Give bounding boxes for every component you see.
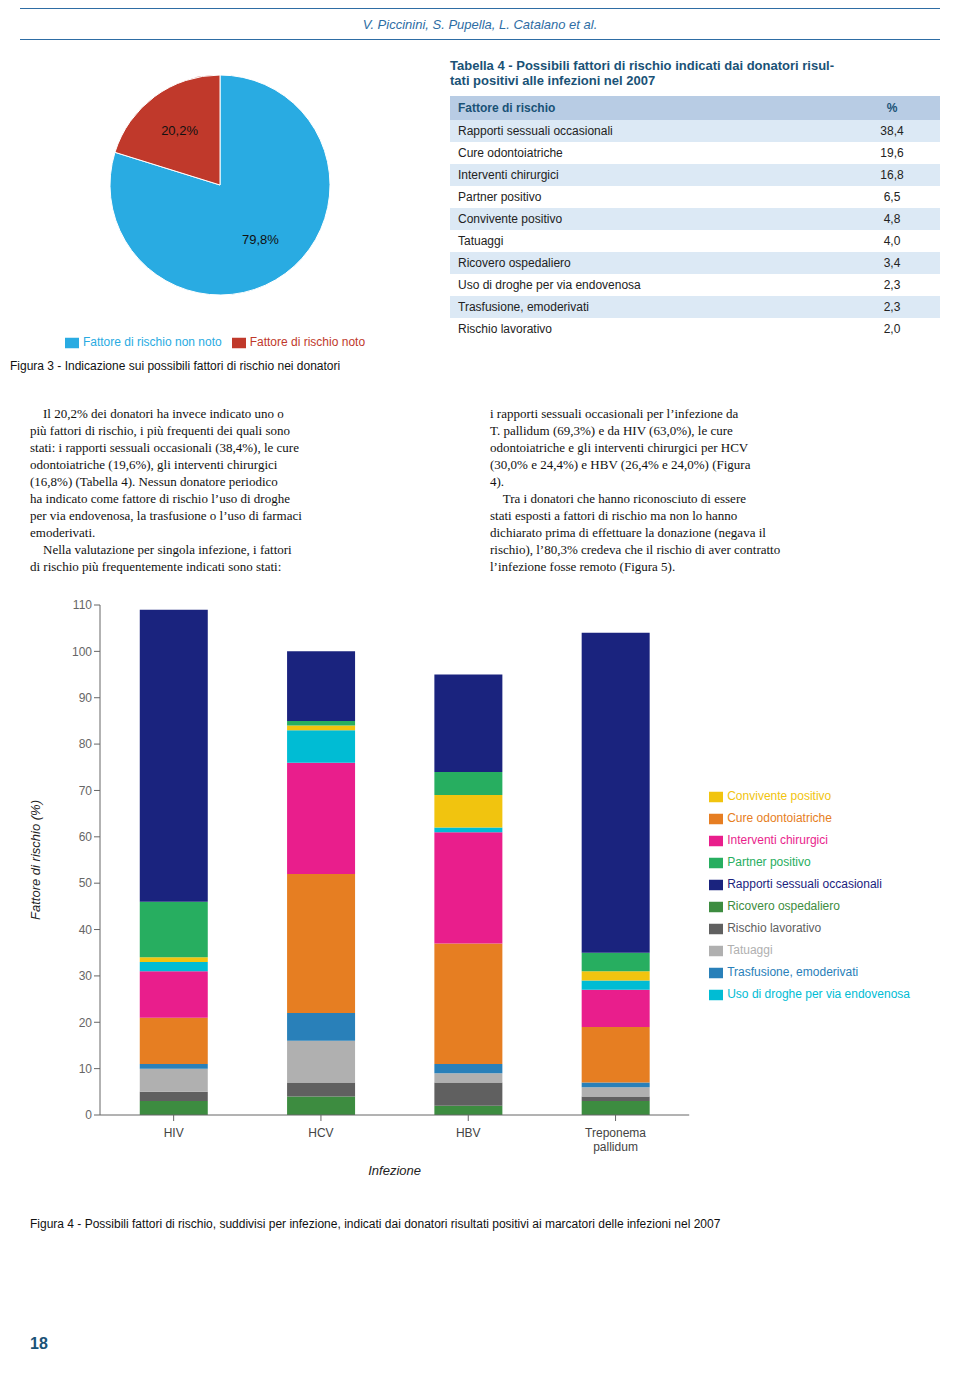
html-text:Il 20,2% dei donatori ha invec: Il 20,2% dei donatori ha invece indicato… <box>30 406 302 574</box>
svg-text:60: 60 <box>79 830 93 844</box>
html-text:Ricovero ospedaliero: Ricovero ospedaliero <box>458 256 571 270</box>
html-text:Fattore di rischio noto: Fattore di rischio noto <box>249 335 366 350</box>
html-text:Uso di droghe per via endoveno: Uso di droghe per via endovenosa <box>458 278 641 292</box>
html-text:Partner positivo: Partner positivo <box>727 855 811 869</box>
html-text:Cure odontoiatriche: Cure odontoiatriche <box>458 146 563 160</box>
svg-text:110: 110 <box>73 598 92 612</box>
svg-text:20,2%: 20,2% <box>161 123 198 138</box>
html-text:Trasfusione, emoderivati: Trasfusione, emoderivati <box>727 965 859 979</box>
html-text:16,8: 16,8 <box>880 168 904 182</box>
svg-text:HBV: HBV <box>456 1126 481 1140</box>
svg-text:30: 30 <box>79 969 93 983</box>
html-text:4,8: 4,8 <box>883 212 901 226</box>
html-text:Rischio lavorativo: Rischio lavorativo <box>727 921 822 935</box>
html-text:Cure odontoiatriche: Cure odontoiatriche <box>727 811 832 825</box>
html-text:Fattore di rischio non noto: Fattore di rischio non noto <box>82 335 222 350</box>
html-text:Ricovero ospedaliero: Ricovero ospedaliero <box>727 899 840 913</box>
html-text:19,6: 19,6 <box>880 146 904 160</box>
html-text:Interventi chirurgici: Interventi chirurgici <box>727 833 828 847</box>
svg-text:Treponemapallidum: Treponemapallidum <box>585 1126 646 1154</box>
svg-text:79,8%: 79,8% <box>242 232 279 247</box>
svg-text:80: 80 <box>79 737 93 751</box>
html-text:Rapporti sessuali occasionali: Rapporti sessuali occasionali <box>458 124 613 138</box>
html-text:Trasfusione, emoderivati: Trasfusione, emoderivati <box>458 300 589 314</box>
html-text:2,0: 2,0 <box>883 322 901 336</box>
html-text:Uso di droghe per via endoveno: Uso di droghe per via endovenosa <box>727 987 910 1001</box>
html-text:Fattore di rischio: Fattore di rischio <box>458 101 556 115</box>
html-text:Convivente positivo: Convivente positivo <box>458 212 563 226</box>
html-text:Rischio lavorativo: Rischio lavorativo <box>458 322 552 336</box>
svg-text:Infezione: Infezione <box>368 1163 421 1178</box>
html-text:i rapporti sessuali occasional: i rapporti sessuali occasionali per l’in… <box>490 406 781 574</box>
svg-text:20: 20 <box>79 1016 93 1030</box>
svg-text:50: 50 <box>79 876 93 890</box>
html-text:Tatuaggi: Tatuaggi <box>727 943 773 957</box>
html-text:Tabella 4 - Possibili fattori: Tabella 4 - Possibili fattori di rischio… <box>450 58 834 88</box>
html-text:2,3: 2,3 <box>883 300 901 314</box>
html-text:Interventi chirurgici: Interventi chirurgici <box>458 168 559 182</box>
svg-text:10: 10 <box>79 1062 93 1076</box>
html-text:6,5: 6,5 <box>883 190 901 204</box>
html-text:2,3: 2,3 <box>883 278 901 292</box>
html-text:Rapporti sessuali occasionali: Rapporti sessuali occasionali <box>727 877 882 891</box>
svg-text:Fattore di rischio (%): Fattore di rischio (%) <box>28 800 43 920</box>
svg-text:40: 40 <box>79 923 93 937</box>
html-text:Figura 4 - Possibili fattori d: Figura 4 - Possibili fattori di rischio,… <box>30 1217 721 1231</box>
html-text:38,4: 38,4 <box>880 124 904 138</box>
html-text:3,4: 3,4 <box>883 256 901 270</box>
svg-text:90: 90 <box>79 691 93 705</box>
html-text:V. Piccinini, S. Pupella, L. C: V. Piccinini, S. Pupella, L. Catalano et… <box>362 16 598 32</box>
svg-text:70: 70 <box>79 784 93 798</box>
html-text:Partner positivo: Partner positivo <box>458 190 542 204</box>
svg-text:100: 100 <box>72 645 92 659</box>
svg-text:0: 0 <box>85 1108 92 1122</box>
html-text:Tatuaggi: Tatuaggi <box>458 234 504 248</box>
html-text:Convivente positivo: Convivente positivo <box>727 789 832 803</box>
html-text:4,0: 4,0 <box>883 234 901 248</box>
svg-text:HCV: HCV <box>308 1126 333 1140</box>
html-text:18: 18 <box>30 1335 48 1352</box>
svg-text:HIV: HIV <box>164 1126 184 1140</box>
html-text:Figura 3 - Indicazione sui pos: Figura 3 - Indicazione sui possibili fat… <box>10 359 341 373</box>
